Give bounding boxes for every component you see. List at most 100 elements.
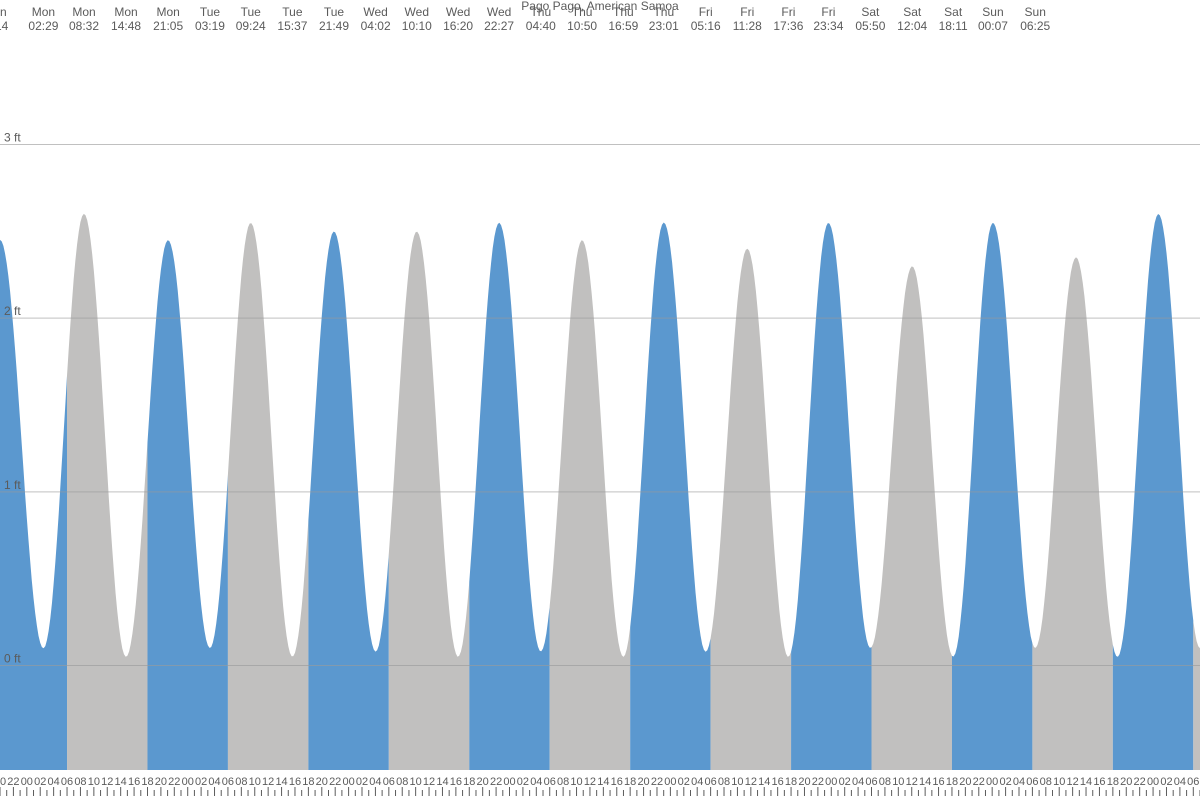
x-axis-label: 22	[651, 776, 663, 788]
x-axis-label: 04	[852, 776, 864, 788]
x-axis-label: 10	[410, 776, 422, 788]
x-axis-label: 20	[316, 776, 328, 788]
x-axis-label: 22	[329, 776, 341, 788]
x-axis-label: 08	[74, 776, 86, 788]
x-axis-label: 14	[275, 776, 287, 788]
tide-area-segment	[147, 240, 227, 770]
tide-area-segment	[630, 223, 710, 771]
x-axis-label: 12	[423, 776, 435, 788]
x-axis-label: 12	[584, 776, 596, 788]
x-axis-label: 04	[691, 776, 703, 788]
x-axis-label: 06	[1187, 776, 1199, 788]
header-time: 02:29	[28, 19, 58, 33]
x-axis-label: 22	[7, 776, 19, 788]
x-axis-label: 16	[772, 776, 784, 788]
x-axis-label: 16	[1093, 776, 1105, 788]
x-axis-label: 14	[1080, 776, 1092, 788]
x-axis-label: 20	[798, 776, 810, 788]
header-time: 00:07	[978, 19, 1008, 33]
x-axis-label: 16	[611, 776, 623, 788]
x-axis-label: 00	[342, 776, 354, 788]
x-axis-label: 00	[986, 776, 998, 788]
x-axis-label: 10	[892, 776, 904, 788]
header-time: 05:50	[855, 19, 885, 33]
header-time: 16:20	[443, 19, 473, 33]
header-time: 12:04	[897, 19, 927, 33]
x-axis-label: 14	[597, 776, 609, 788]
tide-area-segment	[308, 232, 388, 770]
header-time: 21:05	[153, 19, 183, 33]
header-day: Fri	[699, 5, 713, 19]
x-axis-label: 14	[115, 776, 127, 788]
header-time: 23:01	[649, 19, 679, 33]
x-axis-label: 08	[718, 776, 730, 788]
header-day: Tue	[200, 5, 221, 19]
x-axis-label: 16	[289, 776, 301, 788]
header-day: Thu	[530, 5, 551, 19]
x-axis-label: 20	[477, 776, 489, 788]
x-axis-label: 02	[34, 776, 46, 788]
tide-area-segment	[228, 223, 309, 770]
x-axis-label: 02	[999, 776, 1011, 788]
x-axis-label: 00	[825, 776, 837, 788]
x-axis-label: 12	[101, 776, 113, 788]
header-day: Tue	[282, 5, 303, 19]
x-axis-label: 06	[704, 776, 716, 788]
tide-chart: 0 ft1 ft2 ft3 ftPago Pago, American Samo…	[0, 0, 1200, 800]
y-axis-label: 0 ft	[4, 652, 21, 666]
header-time: 10:50	[567, 19, 597, 33]
x-axis-label: 08	[235, 776, 247, 788]
x-axis-label: 12	[262, 776, 274, 788]
header-day: Wed	[405, 5, 429, 19]
x-axis-label: 18	[463, 776, 475, 788]
x-axis-label: 06	[383, 776, 395, 788]
x-axis-label: 18	[1107, 776, 1119, 788]
x-axis-label: 20	[0, 776, 6, 788]
x-axis-label: 10	[1053, 776, 1065, 788]
y-axis-label: 3 ft	[4, 130, 21, 144]
y-axis-label: 1 ft	[4, 478, 21, 492]
header-day: Sun	[1025, 5, 1046, 19]
header-time: 08:32	[69, 19, 99, 33]
x-axis-label: 02	[839, 776, 851, 788]
header-time: 05:16	[691, 19, 721, 33]
x-axis-label: 22	[1134, 776, 1146, 788]
tide-area-segment	[952, 223, 1032, 770]
x-axis-label: 22	[973, 776, 985, 788]
header-time: 14:48	[111, 19, 141, 33]
tide-area-segment	[1032, 257, 1112, 770]
x-axis-label: 02	[195, 776, 207, 788]
header-time: 10:10	[402, 19, 432, 33]
x-axis-label: 00	[503, 776, 515, 788]
x-axis-label: 14	[919, 776, 931, 788]
x-axis-label: 10	[731, 776, 743, 788]
tide-chart-svg: 0 ft1 ft2 ft3 ftPago Pago, American Samo…	[0, 0, 1200, 800]
header-time: 21:49	[319, 19, 349, 33]
header-time: 06:25	[1020, 19, 1050, 33]
header-day: un	[0, 5, 7, 19]
x-axis-label: 00	[182, 776, 194, 788]
header-day: Mon	[114, 5, 137, 19]
x-axis-label: 00	[1147, 776, 1159, 788]
x-axis-label: 08	[557, 776, 569, 788]
x-axis-label: 02	[517, 776, 529, 788]
x-axis-label: 18	[141, 776, 153, 788]
tide-area-segment	[389, 232, 470, 770]
header-day: Mon	[32, 5, 55, 19]
tide-area-segment	[469, 223, 549, 770]
header-day: Mon	[72, 5, 95, 19]
header-time: 17:36	[773, 19, 803, 33]
header-day: Fri	[781, 5, 795, 19]
x-axis-label: 06	[1026, 776, 1038, 788]
x-axis-label: 04	[530, 776, 542, 788]
x-axis-label: 12	[1067, 776, 1079, 788]
x-axis-label: 06	[61, 776, 73, 788]
x-axis-label: 20	[959, 776, 971, 788]
header-day: Tue	[241, 5, 262, 19]
x-axis-label: 02	[356, 776, 368, 788]
header-day: Sat	[903, 5, 922, 19]
header-time: 15:37	[277, 19, 307, 33]
x-axis-label: 14	[436, 776, 448, 788]
header-day: Fri	[740, 5, 754, 19]
tide-area-segment	[791, 223, 871, 770]
